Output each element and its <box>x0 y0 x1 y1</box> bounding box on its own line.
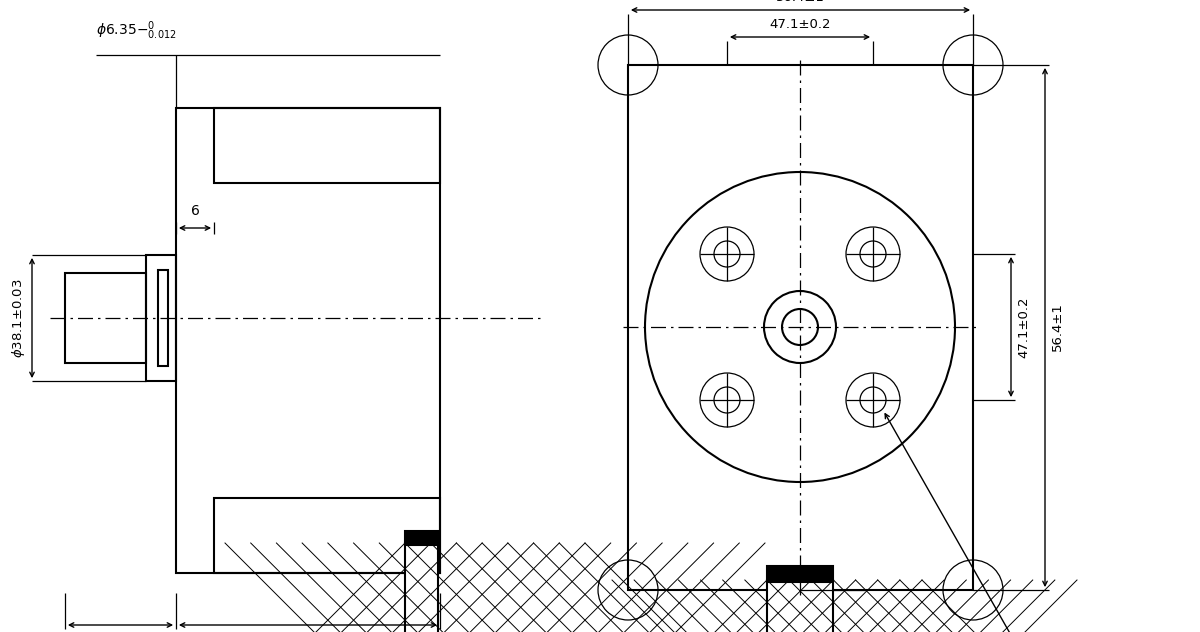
PathPatch shape <box>406 543 438 632</box>
Bar <box>767 580 833 632</box>
Text: $\phi$6.35$-^{0}_{0.012}$: $\phi$6.35$-^{0}_{0.012}$ <box>96 20 176 42</box>
Text: 47.1±0.2: 47.1±0.2 <box>769 18 830 31</box>
Bar <box>65 273 146 363</box>
Text: 56.4±1: 56.4±1 <box>775 0 824 4</box>
Bar <box>406 531 438 545</box>
Bar <box>176 108 440 573</box>
Bar <box>406 543 438 632</box>
Bar <box>158 270 168 366</box>
Bar <box>767 566 833 582</box>
Text: $\phi$38.1±0.03: $\phi$38.1±0.03 <box>10 278 28 358</box>
PathPatch shape <box>767 580 833 632</box>
Bar <box>214 498 440 573</box>
Text: 47.1±0.2: 47.1±0.2 <box>1018 296 1030 358</box>
Bar <box>214 108 440 183</box>
Text: 56.4±1: 56.4±1 <box>1051 303 1064 351</box>
Bar <box>628 65 973 590</box>
Bar <box>146 255 176 381</box>
Text: 6: 6 <box>191 204 199 218</box>
